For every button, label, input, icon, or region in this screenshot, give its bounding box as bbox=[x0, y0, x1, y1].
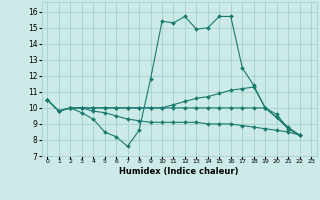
X-axis label: Humidex (Indice chaleur): Humidex (Indice chaleur) bbox=[119, 167, 239, 176]
